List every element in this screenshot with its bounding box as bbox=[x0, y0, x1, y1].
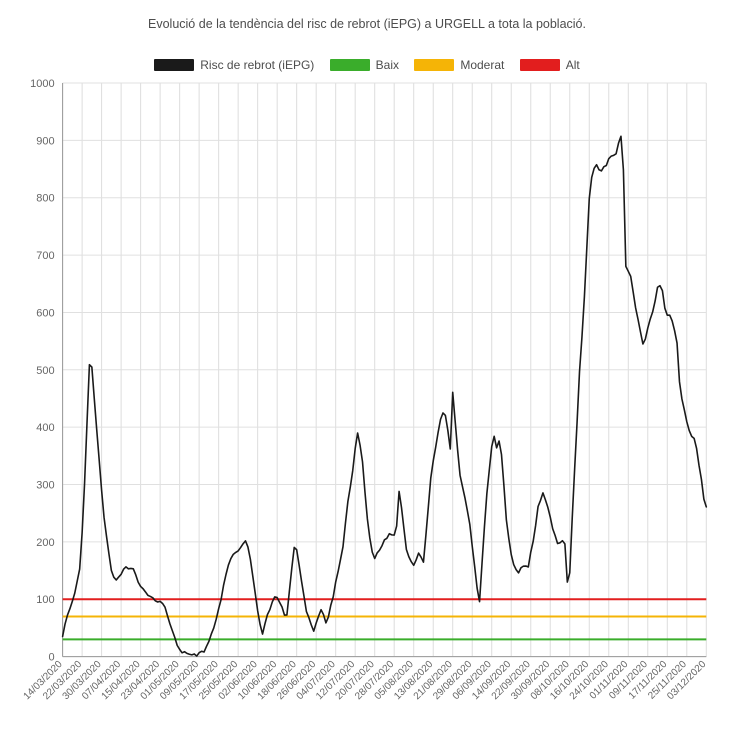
svg-text:400: 400 bbox=[36, 422, 54, 434]
svg-text:300: 300 bbox=[36, 480, 54, 492]
svg-text:100: 100 bbox=[36, 594, 54, 606]
svg-text:600: 600 bbox=[36, 307, 54, 319]
svg-text:1000: 1000 bbox=[30, 78, 54, 90]
svg-text:500: 500 bbox=[36, 365, 54, 377]
svg-text:200: 200 bbox=[36, 537, 54, 549]
svg-text:900: 900 bbox=[36, 135, 54, 147]
svg-text:700: 700 bbox=[36, 250, 54, 262]
svg-text:800: 800 bbox=[36, 193, 54, 205]
